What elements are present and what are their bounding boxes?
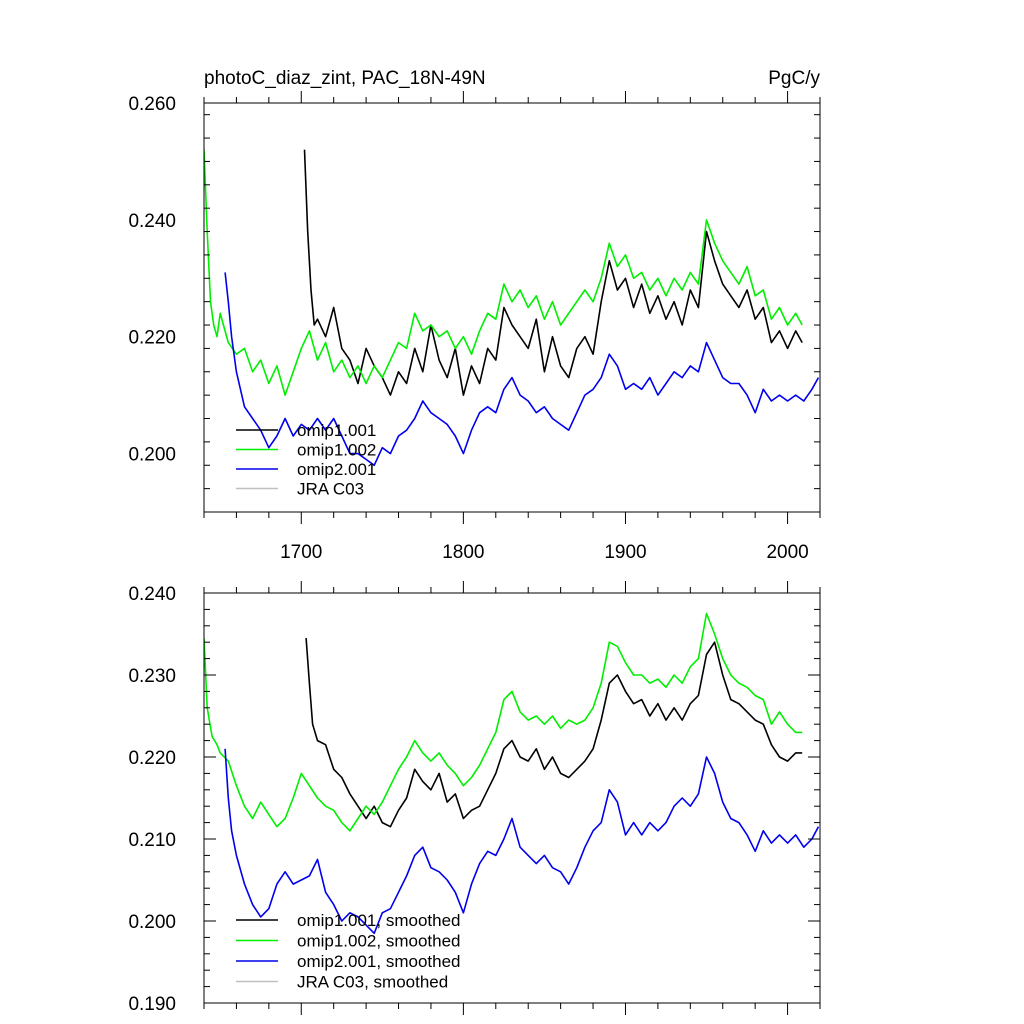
y-tick-label-0: 0.240: [128, 211, 176, 232]
series-line-1-1: [204, 612, 803, 832]
top-panel-title: photoC_diaz_zint, PAC_18N-49N: [204, 68, 486, 89]
x-tick-label-0: 1700: [280, 542, 322, 563]
x-tick-label-0: 2000: [766, 542, 808, 563]
y-tick-label-1: 0.210: [128, 830, 176, 851]
series-line-0-2: [224, 272, 820, 467]
plot-frame-0: [203, 102, 821, 513]
legend-label: JRA C03: [297, 480, 364, 499]
legend-1: omip1.001, smoothed omip1.002, smoothedom…: [236, 911, 461, 992]
top-panel: 0.200 0.220 0.240 0.260 1700 1800 1900 2000 omip…: [128, 91, 821, 563]
y-tick-label-0: 0.220: [128, 328, 176, 349]
y-tick-label-0: 0.260: [128, 94, 176, 115]
legend-label: omip1.002, smoothed: [297, 932, 461, 951]
series-line-0-0: [303, 149, 803, 396]
y-tick-label-1: 0.220: [128, 748, 176, 769]
x-tick-label-0: 1800: [442, 542, 484, 563]
legend-label: omip2.001, smoothed: [297, 952, 461, 971]
legend-label: omip1.002: [297, 441, 376, 460]
y-tick-label-1: 0.200: [128, 912, 176, 933]
series-line-0-1: [204, 149, 803, 396]
plot-frame-1: [203, 592, 821, 1004]
legend-label: omip2.001: [297, 460, 376, 479]
x-tick-label-0: 1900: [604, 542, 646, 563]
legend-label: JRA C03, smoothed: [297, 973, 448, 992]
y-tick-label-0: 0.200: [128, 445, 176, 466]
legend-label: omip1.001, smoothed: [297, 911, 461, 930]
y-tick-label-1: 0.190: [128, 994, 176, 1015]
y-tick-label-1: 0.240: [128, 584, 176, 605]
top-panel-units: PgC/y: [768, 68, 820, 89]
series-line-1-2: [224, 748, 820, 935]
y-tick-label-1: 0.230: [128, 666, 176, 687]
legend-label: omip1.001: [297, 421, 376, 440]
series-line-1-0: [305, 638, 803, 828]
bottom-panel: 0.190 0.200 0.210 0.220 0.230 0.240 omip1.001,…: [128, 581, 821, 1015]
